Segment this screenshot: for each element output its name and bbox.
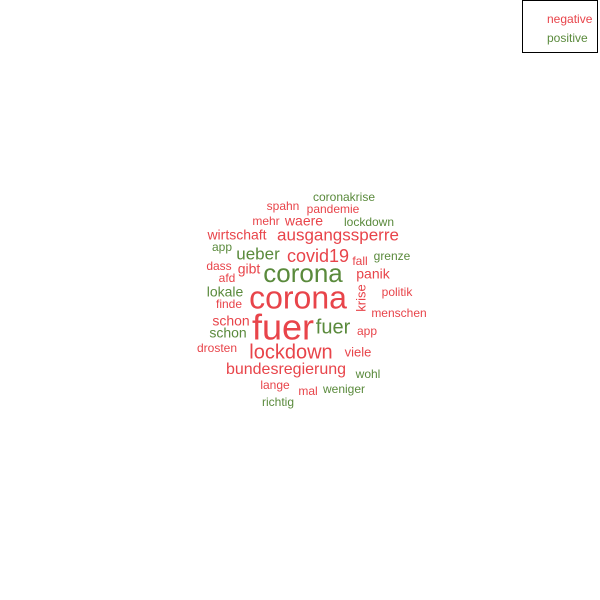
word-dass-negative: dass: [206, 259, 231, 273]
word-lockdown-negative: lockdown: [249, 341, 332, 363]
word-lange-negative: lange: [260, 378, 290, 392]
word-schon-positive: schon: [209, 325, 246, 341]
word-lockdown-positive: lockdown: [344, 215, 394, 229]
word-wohl-positive: wohl: [355, 367, 381, 381]
legend-negative: negative: [547, 12, 593, 26]
word-schon-negative: schon: [212, 313, 249, 329]
word-weniger-positive: weniger: [322, 382, 365, 396]
word-ueber-positive: ueber: [236, 244, 280, 263]
word-menschen-negative: menschen: [371, 306, 426, 320]
word-app-negative: app: [357, 324, 377, 338]
word-wirtschaft-negative: wirtschaft: [206, 227, 266, 243]
word-app-positive: app: [212, 240, 232, 254]
word-lokale-positive: lokale: [207, 284, 244, 300]
word-fall-negative: fall: [352, 254, 367, 268]
word-coronakrise-positive: coronakrise: [313, 190, 375, 204]
word-pandemie-negative: pandemie: [307, 202, 360, 216]
word-politik-negative: politik: [382, 285, 414, 299]
word-bundesregierung-negative: bundesregierung: [226, 361, 346, 378]
word-fuer-negative: fuer: [252, 307, 314, 348]
word-mehr-negative: mehr: [252, 214, 279, 228]
word-richtig-positive: richtig: [262, 395, 294, 409]
word-covid19-negative: covid19: [287, 246, 349, 266]
legend-positive: positive: [547, 31, 588, 45]
word-corona-negative: corona: [249, 279, 347, 315]
word-panik-negative: panik: [356, 266, 390, 282]
word-ausgangssperre-negative: ausgangssperre: [277, 225, 399, 244]
word-krise-negative: krise: [353, 284, 368, 311]
word-drosten-negative: drosten: [197, 341, 237, 355]
word-fuer-positive: fuer: [316, 316, 351, 338]
word-viele-negative: viele: [345, 344, 372, 359]
word-afd-negative: afd: [219, 271, 236, 285]
word-waere-negative: waere: [284, 213, 323, 229]
word-corona-positive: corona: [263, 258, 343, 288]
word-spahn-negative: spahn: [267, 199, 300, 213]
word-grenze-positive: grenze: [374, 249, 411, 263]
word-mal-negative: mal: [298, 384, 317, 398]
word-finde-negative: finde: [216, 297, 242, 311]
word-gibt-negative: gibt: [238, 261, 261, 277]
legend: negative positive: [522, 0, 598, 53]
